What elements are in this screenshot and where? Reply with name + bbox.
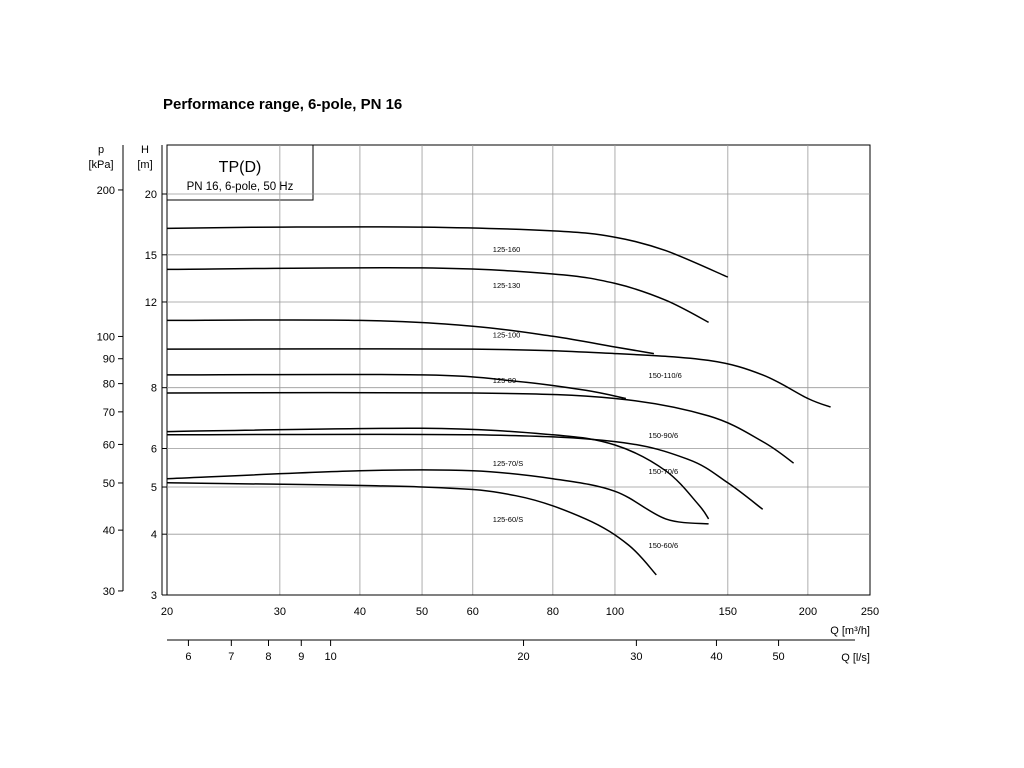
q-ls-tick-label: 30 — [630, 651, 642, 663]
p-tick-label: 200 — [97, 185, 115, 197]
p-tick-label: 70 — [103, 407, 115, 419]
curve-label-150-90-6: 150-90/6 — [649, 431, 679, 440]
q-ls-tick-label: 6 — [185, 651, 191, 663]
curve-150-110-6 — [166, 348, 831, 408]
curve-150-70-6 — [166, 433, 764, 510]
grid — [166, 144, 871, 596]
h-tick-label: 5 — [151, 482, 157, 494]
q-ls-tick-label: 10 — [324, 651, 336, 663]
x-tick-label: 50 — [416, 606, 428, 618]
p-axis-unit: [kPa] — [88, 159, 113, 171]
curve-125-80 — [166, 373, 627, 400]
curve-label-125-80: 125-80 — [493, 376, 516, 385]
curve-125-100 — [166, 319, 655, 355]
h-axis-unit: [m] — [137, 159, 152, 171]
h-tick-label: 8 — [151, 383, 157, 395]
h-tick-label: 20 — [145, 189, 157, 201]
q-ls-tick-label: 50 — [772, 651, 784, 663]
curve-label-150-70-6: 150-70/6 — [649, 467, 679, 476]
p-axis-label: p — [98, 144, 104, 156]
legend-title: TP(D) — [219, 159, 262, 176]
curve-label-125-130: 125-130 — [493, 281, 521, 290]
x-tick-label: 40 — [354, 606, 366, 618]
curve-125-130 — [166, 266, 709, 323]
x-tick-label: 150 — [719, 606, 737, 618]
p-tick-label: 80 — [103, 379, 115, 391]
q-ls-tick-label: 8 — [265, 651, 271, 663]
p-tick-label: 40 — [103, 525, 115, 537]
curve-label-125-60-s: 125-60/S — [493, 515, 523, 524]
q-m3h-axis-label: Q [m³/h] — [830, 625, 870, 637]
x-tick-label: 30 — [274, 606, 286, 618]
x-tick-label: 100 — [606, 606, 624, 618]
q-ls-tick-label: 9 — [298, 651, 304, 663]
legend-box: TP(D) PN 16, 6-pole, 50 Hz — [166, 144, 314, 201]
h-tick-label: 6 — [151, 443, 157, 455]
p-tick-label: 60 — [103, 439, 115, 451]
q-ls-axis-label: Q [l/s] — [841, 652, 870, 664]
h-tick-label: 4 — [151, 529, 157, 541]
chart-title: Performance range, 6-pole, PN 16 — [163, 96, 403, 113]
p-tick-label: 100 — [97, 331, 115, 343]
curves — [166, 226, 831, 576]
h-axis-label: H — [141, 144, 149, 156]
x-tick-label: 200 — [799, 606, 817, 618]
curve-label-150-110-6: 150-110/6 — [649, 371, 682, 380]
h-tick-label: 3 — [151, 590, 157, 602]
curve-label-125-70-s: 125-70/S — [493, 459, 523, 468]
h-tick-label: 12 — [145, 297, 157, 309]
h-tick-label: 15 — [145, 250, 157, 262]
x-tick-label: 60 — [467, 606, 479, 618]
curve-labels: 125-160 125-130 125-100 125-80 150-110/6 150-… — [493, 245, 682, 550]
legend-subtitle: PN 16, 6-pole, 50 Hz — [187, 181, 294, 193]
legend-frame — [166, 144, 314, 201]
x-tick-label: 80 — [547, 606, 559, 618]
curve-150-90-6 — [166, 391, 795, 464]
x-tick-label: 20 — [161, 606, 173, 618]
axes: 20 30 40 50 60 80 100 150 200 250 3 4 5 6 8 12 15 20 30 40 5… — [97, 145, 879, 663]
q-ls-tick-label: 20 — [517, 651, 529, 663]
q-ls-tick-label: 40 — [710, 651, 722, 663]
curve-label-125-100: 125-100 — [493, 330, 521, 339]
curve-label-150-60-6: 150-60/6 — [649, 541, 679, 550]
curve-150-60-6 — [166, 482, 657, 576]
curve-label-125-160: 125-160 — [493, 245, 521, 254]
x-tick-label: 250 — [861, 606, 879, 618]
plot-frame — [166, 144, 871, 596]
q-ls-tick-label: 7 — [228, 651, 234, 663]
p-tick-label: 50 — [103, 478, 115, 490]
p-tick-label: 90 — [103, 354, 115, 366]
curve-125-70-s — [166, 427, 710, 520]
curve-125-60-s — [166, 469, 709, 525]
curve-125-160 — [166, 226, 729, 278]
p-tick-label: 30 — [103, 586, 115, 598]
